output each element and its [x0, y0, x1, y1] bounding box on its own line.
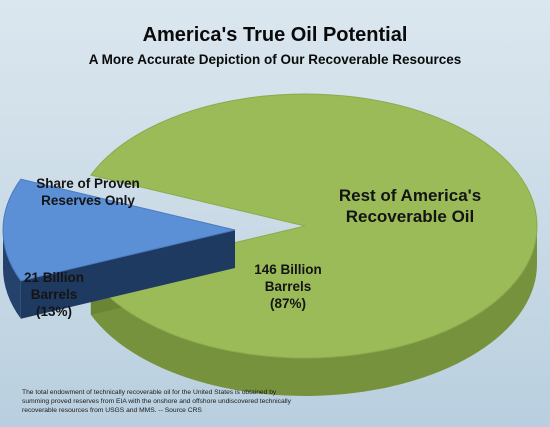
- blue-slice-label-line-2: Reserves Only: [41, 192, 135, 208]
- blue-slice-value-line-1: 21 Billion: [23, 270, 84, 285]
- blue-slice-label: Share of Proven Reserves Only: [18, 176, 158, 210]
- green-slice-side: [90, 226, 537, 396]
- green-slice-value-line-2: Barrels: [264, 278, 312, 294]
- chart-title: America's True Oil Potential: [142, 24, 408, 46]
- green-slice-value-line-1: 146 Billion: [254, 262, 322, 277]
- green-slice-value-line-3: (87%): [269, 295, 306, 311]
- footnote-line-1: The total endowment of technically recov…: [22, 389, 277, 396]
- source-footnote: The total endowment of technically recov…: [22, 388, 352, 415]
- chart-subtitle: A More Accurate Depiction of Our Recover…: [88, 52, 462, 67]
- blue-slice: [2, 178, 236, 282]
- blue-slice-value-line-2: Barrels: [30, 286, 78, 302]
- blue-slice-value-label: 21 Billion Barrels (13%): [4, 270, 104, 321]
- green-slice: [90, 93, 538, 359]
- green-slice-label-line-2: Recoverable Oil: [345, 207, 475, 227]
- footnote-line-3: recoverable resources from USGS and MMS.…: [22, 407, 202, 415]
- footnote-line-2: summing proved reserves from EIA with th…: [22, 398, 292, 406]
- green-slice-label-line-1: Rest of America's: [338, 186, 482, 205]
- blue-slice-label-line-1: Share of Proven: [36, 176, 140, 191]
- green-slice-label: Rest of America's Recoverable Oil: [300, 185, 520, 228]
- green-slice-value-label: 146 Billion Barrels (87%): [218, 262, 358, 313]
- blue-slice-value-line-3: (13%): [35, 303, 72, 319]
- blue-slice-side: [20, 230, 236, 319]
- blue-slice-rim: [3, 230, 21, 319]
